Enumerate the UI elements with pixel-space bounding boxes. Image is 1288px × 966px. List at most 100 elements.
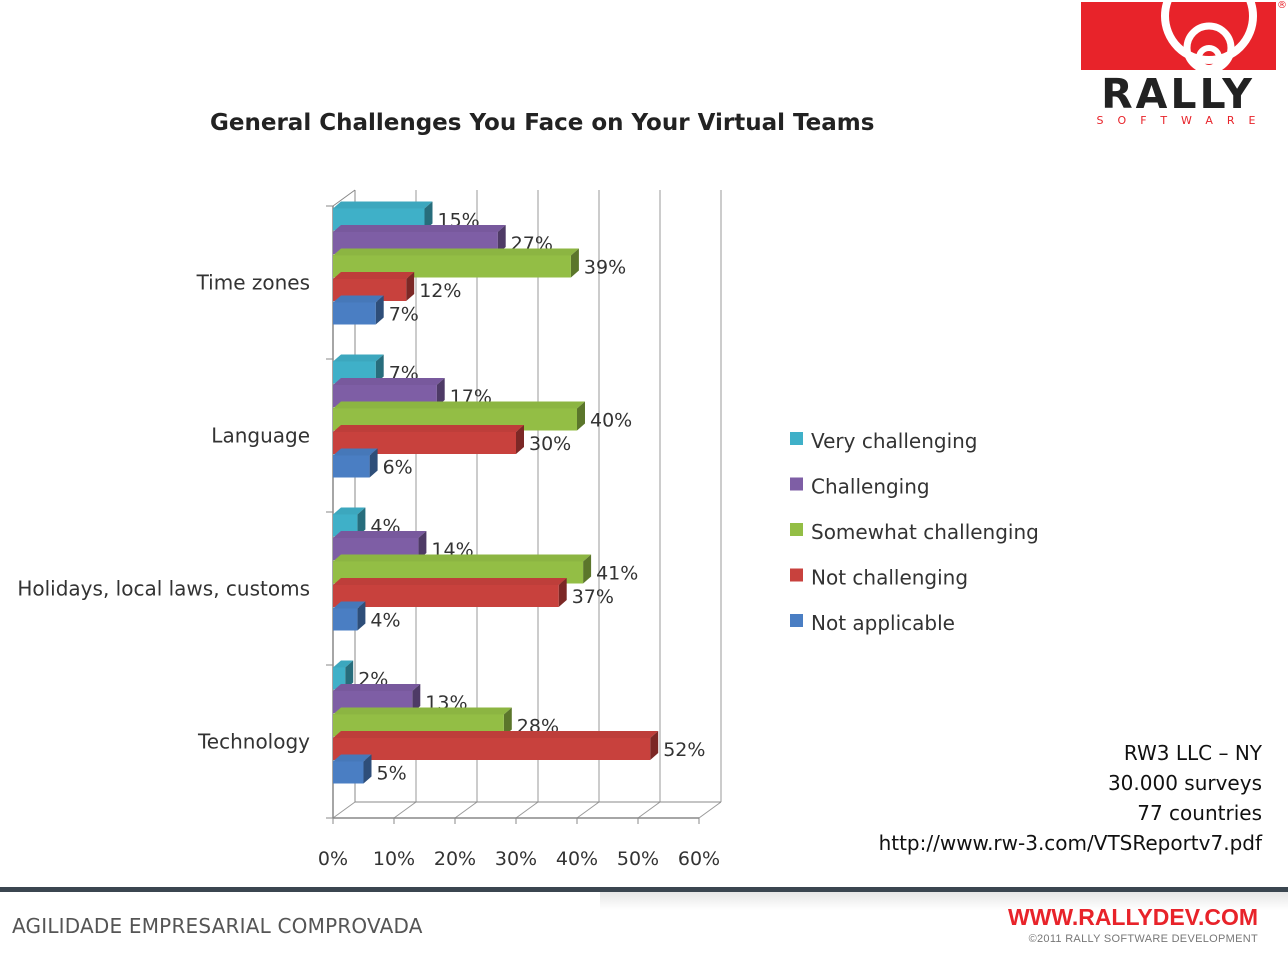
bar (333, 432, 516, 454)
legend-label: Challenging (811, 475, 930, 499)
bar-side-face (363, 754, 372, 784)
bar-side-face (375, 295, 384, 325)
bar-top-face (333, 201, 433, 209)
footer-tagline: AGILIDADE EMPRESARIAL COMPROVADA (12, 914, 423, 938)
bar-side-face (577, 401, 585, 431)
footer-divider (0, 887, 1288, 892)
legend-swatch (790, 477, 803, 491)
bar-top-face (333, 731, 659, 738)
logo-registered-mark: ® (1277, 0, 1287, 11)
bar-top-face (333, 401, 585, 409)
data-label: 5% (377, 763, 407, 785)
source-line: RW3 LLC – NY (1123, 741, 1262, 765)
floor-gridline (698, 801, 722, 819)
bar-top-face (333, 684, 421, 691)
chart-title: General Challenges You Face on Your Virt… (210, 110, 874, 136)
bar (333, 738, 651, 760)
floor-gridline (576, 801, 600, 819)
floor-gridline (515, 801, 539, 819)
bar-top-face (333, 295, 384, 303)
x-tick-label: 60% (678, 848, 720, 870)
legend-swatch (790, 614, 803, 627)
category-label: Technology (197, 730, 310, 754)
legend-label: Not applicable (811, 611, 955, 635)
x-tick-label: 20% (434, 848, 476, 870)
bar-top-face (333, 354, 384, 362)
bar-top-face (333, 660, 354, 668)
data-label: 41% (596, 563, 638, 585)
bar-side-face (516, 425, 524, 454)
bar-top-face (333, 248, 579, 256)
bar-top-face (333, 531, 427, 538)
category-label: Holidays, local laws, customs (17, 577, 310, 601)
bar-side-face (357, 507, 366, 537)
data-label: 12% (419, 280, 461, 302)
bar-side-face (418, 531, 427, 560)
logo-subtitle: SOFTWARE (1096, 114, 1270, 127)
bar (333, 761, 364, 784)
bar (333, 302, 376, 325)
footer-shade (600, 892, 1288, 910)
bar-top-face (333, 754, 372, 762)
bar-top-face (333, 225, 506, 232)
data-label: 7% (389, 304, 419, 326)
bar-side-face (503, 707, 512, 737)
floor-gridline (332, 801, 356, 819)
bar-side-face (583, 554, 592, 584)
logo-wordmark: RALLY (1101, 70, 1255, 118)
bar (333, 608, 358, 631)
legend-label: Not challenging (811, 566, 968, 590)
bar-side-face (369, 448, 378, 478)
legend-swatch (790, 568, 803, 582)
bar-side-face (357, 601, 366, 631)
logo-mark (1081, 2, 1276, 70)
footer-copyright: ©2011 RALLY SOFTWARE DEVELOPMENT (1028, 933, 1258, 945)
data-label: 52% (663, 739, 705, 761)
bar-top-face (333, 601, 366, 609)
legend-label: Somewhat challenging (811, 520, 1039, 544)
bar-top-face (333, 554, 592, 562)
bar-side-face (650, 731, 659, 760)
bar-side-face (406, 272, 415, 301)
bar-top-face (333, 378, 445, 385)
logo-emblem-icon (1161, 2, 1257, 70)
x-tick-label: 40% (556, 848, 598, 870)
bar-side-face (570, 248, 579, 278)
source-line: 77 countries (1137, 801, 1262, 825)
x-tick-label: 30% (495, 848, 537, 870)
x-tick-label: 50% (617, 848, 659, 870)
x-tick-label: 0% (318, 848, 348, 870)
bar-top-face (333, 707, 512, 715)
bar-top-face (333, 507, 366, 515)
bar (333, 455, 370, 478)
data-label: 4% (370, 610, 400, 632)
bar-side-face (375, 354, 384, 384)
bar-side-face (412, 684, 421, 713)
bar-side-face (424, 201, 433, 231)
category-label: Time zones (196, 271, 310, 295)
bar-side-face (558, 578, 567, 607)
bar (333, 585, 559, 607)
data-label: 40% (590, 410, 632, 432)
source-link[interactable]: http://www.rw-3.com/VTSReportv7.pdf (878, 831, 1262, 855)
footer-website-link[interactable]: WWW.RALLYDEV.COM (1007, 904, 1258, 930)
source-note: RW3 LLC – NY 30.000 surveys 77 countries… (879, 738, 1262, 858)
floor-gridline (393, 801, 417, 819)
data-label: 37% (572, 586, 614, 608)
data-label: 30% (529, 433, 571, 455)
source-line: 30.000 surveys (1107, 771, 1262, 795)
data-label: 6% (383, 457, 413, 479)
legend-swatch (790, 523, 803, 536)
bar-top-face (333, 578, 567, 585)
bar-top-face (333, 448, 378, 456)
category-label: Language (211, 424, 310, 448)
bar-top-face (333, 272, 415, 279)
bar-top-face (333, 425, 524, 432)
bar-side-face (345, 660, 354, 690)
bar-side-face (436, 378, 445, 407)
floor-gridline (637, 801, 661, 819)
x-tick-label: 10% (373, 848, 415, 870)
bar-side-face (497, 225, 506, 254)
wall-top-edge (332, 189, 356, 207)
